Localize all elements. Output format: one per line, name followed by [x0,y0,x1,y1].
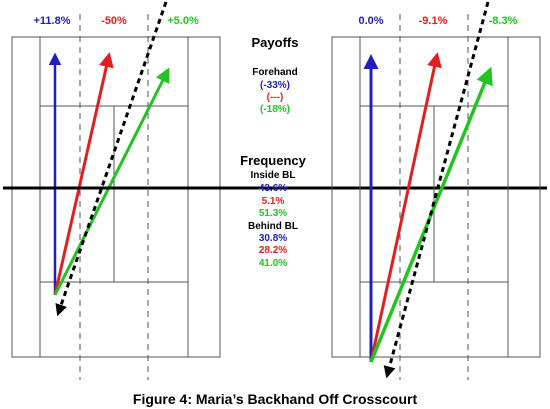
court-right: 0.0% -9.1% -8.3% [331,1,541,380]
court-left-outline [11,36,221,358]
court-right-arrow-red [369,52,442,363]
court-right-label-blue: 0.0% [358,15,383,27]
court-right-label-red: -9.1% [419,15,448,27]
payoff-blue: (-33%) [260,80,290,91]
inside-bl-label: Inside BL [250,170,295,181]
court-left-label-red: -50% [101,15,127,27]
behind-green: 41.0% [259,258,287,269]
court-left-label-blue: +11.8% [33,15,70,27]
behind-red: 28.2% [259,245,287,256]
frequency-title: Frequency [240,153,307,168]
inside-green: 51.3% [259,208,287,219]
behind-bl-label: Behind BL [248,221,298,232]
behind-blue: 30.8% [259,233,287,244]
court-left-label-green: +5.0% [167,15,199,27]
court-right-outline [331,36,541,358]
inside-red: 5.1% [262,196,285,207]
court-right-arrow-green [369,66,493,363]
court-right-arrow-incoming [383,1,490,379]
court-left-arrow-incoming [55,1,168,317]
figure-caption: Figure 4: Maria’s Backhand Off Crosscour… [133,391,418,407]
forehand-label: Forehand [252,67,298,78]
court-left: +11.8% -50% +5.0% [11,1,221,380]
payoffs-title: Payoffs [252,35,299,50]
legend: Payoffs Forehand (-33%) (---) (-18%) Fre… [240,35,307,269]
inside-blue: 43.6% [259,183,287,194]
court-right-label-green: -8.3% [489,15,518,27]
payoff-red: (---) [267,92,284,103]
payoff-green: (-18%) [260,104,290,115]
court-left-arrow-green [53,67,170,296]
court-left-arrow-red [53,52,114,296]
